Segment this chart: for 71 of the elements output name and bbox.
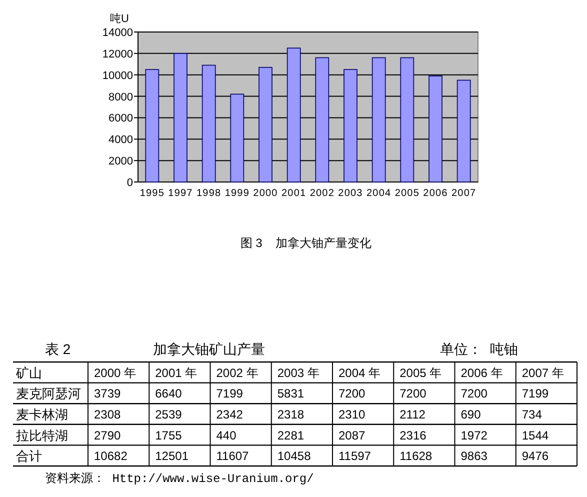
row-header: 矿山 [16, 365, 42, 380]
title: 图 3 加拿大铀产量变化 [240, 236, 372, 250]
y-tick-label: 14000 [102, 27, 133, 39]
row-label: 拉比特湖 [16, 428, 68, 443]
cell-label: 2308 [94, 408, 121, 422]
cell-label: 1755 [155, 428, 182, 442]
cell-label: 3739 [94, 386, 121, 401]
column-label: 2005 年 [400, 366, 442, 380]
cell-label: 2281 [277, 428, 304, 442]
cell-label: 7200 [338, 386, 366, 401]
y-tick-label: 4000 [108, 134, 133, 146]
y-tick-label: 8000 [108, 91, 133, 104]
cell-label: 2112 [400, 408, 426, 422]
x-tick-label: 1999 [224, 188, 250, 199]
cell-label: 12501 [155, 449, 188, 464]
cell-label: 9863 [460, 449, 488, 464]
cell-label: 690 [460, 408, 481, 422]
column-label: 2000 年 [94, 366, 136, 380]
cell-label: 11628 [400, 449, 432, 464]
x-tick-label: 2006 [423, 188, 448, 199]
y-tick-label: 0 [126, 177, 133, 189]
x-tick-label: 2004 [366, 188, 392, 199]
row-label: 麦卡林湖 [16, 407, 68, 422]
y-tick-label: 6000 [108, 112, 133, 125]
y-tick-label: 12000 [102, 48, 133, 60]
cell-label: 10458 [277, 449, 311, 464]
cell-label: 7199 [216, 386, 243, 401]
x-tick-label: 2007 [452, 188, 476, 199]
x-tick-label: 2000 [253, 188, 278, 199]
y-axis-title: 吨U [110, 13, 129, 25]
cell-label: 440 [216, 428, 236, 442]
annotation: 资料来源： Http://www.wise-Uranium.org/ [45, 472, 314, 486]
cell-label: 5831 [277, 386, 304, 401]
row-label: 麦克阿瑟河 [16, 386, 81, 402]
y-tick-label: 10000 [102, 70, 133, 82]
title: 加拿大铀矿山产量 [153, 341, 265, 357]
y-tick-label: 2000 [108, 156, 133, 168]
column-label: 2004 年 [338, 366, 381, 380]
cell-label: 11597 [338, 449, 371, 464]
x-tick-label: 1998 [196, 188, 222, 199]
cell-label: 1972 [460, 428, 488, 442]
cell-label: 7199 [522, 386, 549, 401]
cell-label: 7200 [460, 386, 488, 401]
cell-label: 1544 [522, 428, 549, 442]
annotation: 单位： 吨铀 [440, 341, 518, 357]
cell-label: 2342 [216, 408, 243, 422]
cell-label: 2087 [338, 428, 366, 442]
cell-label: 10682 [94, 449, 128, 464]
x-tick-label: 2005 [394, 188, 420, 199]
annotation: 表 2 [45, 341, 71, 357]
x-tick-label: 2003 [338, 188, 363, 199]
cell-label: 2539 [155, 408, 182, 422]
x-tick-label: 2002 [310, 188, 334, 199]
x-tick-label: 1997 [168, 188, 193, 199]
cell-label: 9476 [522, 449, 549, 464]
cell-label: 734 [522, 408, 542, 422]
x-tick-label: 1995 [140, 188, 164, 199]
x-tick-label: 2001 [282, 188, 306, 199]
column-label: 2006 年 [460, 366, 503, 380]
cell-label: 2310 [338, 408, 366, 422]
row-label: 合计 [16, 448, 42, 464]
cell-label: 2790 [94, 428, 121, 442]
column-label: 2002 年 [216, 366, 258, 380]
cell-label: 2318 [277, 408, 304, 422]
column-label: 2001 年 [155, 366, 198, 380]
cell-label: 7200 [400, 386, 426, 401]
cell-label: 2316 [400, 428, 426, 442]
column-label: 2003 年 [277, 366, 320, 380]
cell-label: 6640 [155, 386, 182, 401]
column-label: 2007 年 [522, 366, 564, 380]
cell-label: 11607 [216, 449, 249, 464]
